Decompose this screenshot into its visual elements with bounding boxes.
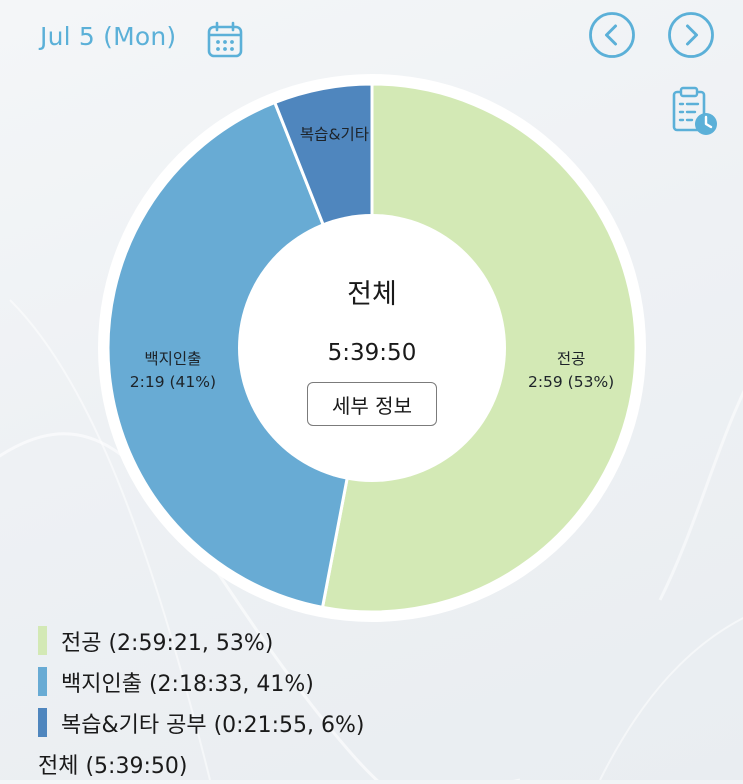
date-label[interactable]: Jul 5 (Mon)	[40, 22, 177, 51]
donut-hole	[238, 214, 506, 482]
legend-item-recall: 백지인출 (2:18:33, 41%)	[38, 661, 364, 702]
donut-chart: 전공 2:59 (53%) 백지인출 2:19 (41%) 복습&기타	[98, 74, 646, 622]
slice-label: 복습&기타	[300, 126, 369, 144]
slice-label: 백지인출 2:19 (41%)	[130, 350, 216, 391]
clipboard-clock-icon[interactable]	[668, 86, 720, 138]
details-button[interactable]: 세부 정보	[307, 382, 437, 426]
calendar-icon[interactable]	[206, 21, 244, 59]
center-title: 전체	[347, 279, 397, 310]
legend-item-major: 전공 (2:59:21, 53%)	[38, 620, 364, 661]
legend: 전공 (2:59:21, 53%) 백지인출 (2:18:33, 41%) 복습…	[38, 620, 364, 784]
slice-label: 전공 2:59 (53%)	[528, 350, 614, 391]
legend-label: 전공 (2:59:21, 53%)	[61, 630, 274, 656]
chevron-right-icon[interactable]	[667, 11, 715, 59]
legend-swatch	[38, 667, 47, 696]
legend-total: 전체 (5:39:50)	[38, 753, 188, 779]
legend-swatch	[38, 708, 47, 737]
center-total-time: 5:39:50	[327, 340, 417, 366]
chevron-left-icon[interactable]	[588, 11, 636, 59]
legend-swatch	[38, 626, 47, 655]
legend-label: 백지인출 (2:18:33, 41%)	[61, 671, 314, 697]
legend-item-review: 복습&기타 공부 (0:21:55, 6%)	[38, 702, 364, 743]
legend-label: 복습&기타 공부 (0:21:55, 6%)	[61, 712, 365, 738]
